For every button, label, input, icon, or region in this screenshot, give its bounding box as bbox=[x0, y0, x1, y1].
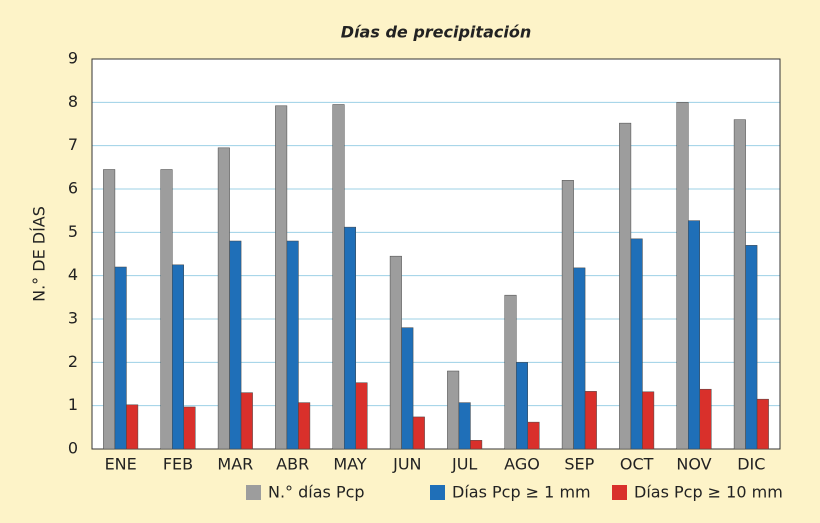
bar bbox=[688, 220, 700, 450]
y-axis-label: N.° DE DÍAS bbox=[30, 206, 49, 302]
bar bbox=[217, 147, 230, 450]
bar bbox=[126, 404, 139, 450]
x-tick-label: JUL bbox=[451, 455, 477, 474]
bar bbox=[642, 391, 655, 450]
legend-label: Días Pcp ≥ 10 mm bbox=[634, 483, 783, 502]
bar bbox=[275, 105, 288, 450]
y-tick-label: 3 bbox=[68, 309, 78, 328]
bar bbox=[619, 122, 632, 450]
bar bbox=[401, 327, 414, 450]
bar bbox=[733, 119, 746, 450]
bar bbox=[172, 264, 184, 450]
bar bbox=[447, 370, 460, 450]
bar bbox=[183, 406, 196, 450]
y-tick-label: 4 bbox=[68, 265, 78, 284]
plot-border bbox=[91, 58, 781, 450]
x-tick-label: JUN bbox=[392, 455, 421, 474]
bar bbox=[527, 421, 540, 450]
bar bbox=[516, 362, 528, 450]
bar bbox=[344, 226, 356, 450]
x-tick-label: FEB bbox=[163, 455, 193, 474]
legend-swatch bbox=[612, 485, 627, 500]
bar bbox=[160, 169, 173, 450]
x-tick-label: ABR bbox=[276, 455, 309, 474]
x-tick-label: SEP bbox=[564, 455, 594, 474]
chart-title: Días de precipitación bbox=[341, 23, 531, 42]
y-tick-label: 6 bbox=[68, 179, 78, 198]
bar bbox=[573, 267, 586, 450]
bar bbox=[470, 440, 483, 450]
x-tick-label: MAY bbox=[333, 455, 367, 474]
bar bbox=[286, 240, 299, 450]
bar bbox=[332, 104, 345, 450]
legend-label: N.° días Pcp bbox=[268, 483, 365, 502]
bar bbox=[676, 102, 689, 450]
x-tick-label: MAR bbox=[217, 455, 253, 474]
bar bbox=[114, 266, 127, 450]
y-tick-label: 8 bbox=[68, 92, 78, 111]
x-tick-label: OCT bbox=[620, 455, 654, 474]
x-tick-label: ENE bbox=[105, 455, 137, 474]
x-tick-label: DIC bbox=[737, 455, 765, 474]
bar bbox=[355, 382, 368, 450]
legend-swatch bbox=[246, 485, 261, 500]
bar bbox=[298, 402, 311, 450]
bar bbox=[745, 245, 758, 450]
bar bbox=[458, 402, 471, 450]
y-tick-label: 9 bbox=[68, 49, 78, 68]
y-tick-label: 7 bbox=[68, 135, 78, 154]
plot-area bbox=[92, 59, 780, 449]
y-tick-label: 1 bbox=[68, 395, 78, 414]
y-tick-label: 0 bbox=[68, 439, 78, 458]
bar bbox=[504, 294, 517, 450]
y-tick-label: 2 bbox=[68, 352, 78, 371]
bar bbox=[584, 391, 597, 450]
legend-swatch bbox=[430, 485, 445, 500]
legend-label: Días Pcp ≥ 1 mm bbox=[452, 483, 591, 502]
bar bbox=[240, 392, 253, 450]
bar bbox=[699, 388, 712, 450]
bar bbox=[756, 398, 769, 450]
bar bbox=[630, 238, 643, 450]
bar bbox=[412, 416, 425, 450]
bar bbox=[103, 169, 116, 450]
bar bbox=[561, 180, 574, 450]
x-tick-label: NOV bbox=[676, 455, 711, 474]
y-tick-label: 5 bbox=[68, 222, 78, 241]
x-tick-label: AGO bbox=[504, 455, 540, 474]
bar bbox=[229, 240, 242, 450]
bar bbox=[389, 255, 402, 450]
